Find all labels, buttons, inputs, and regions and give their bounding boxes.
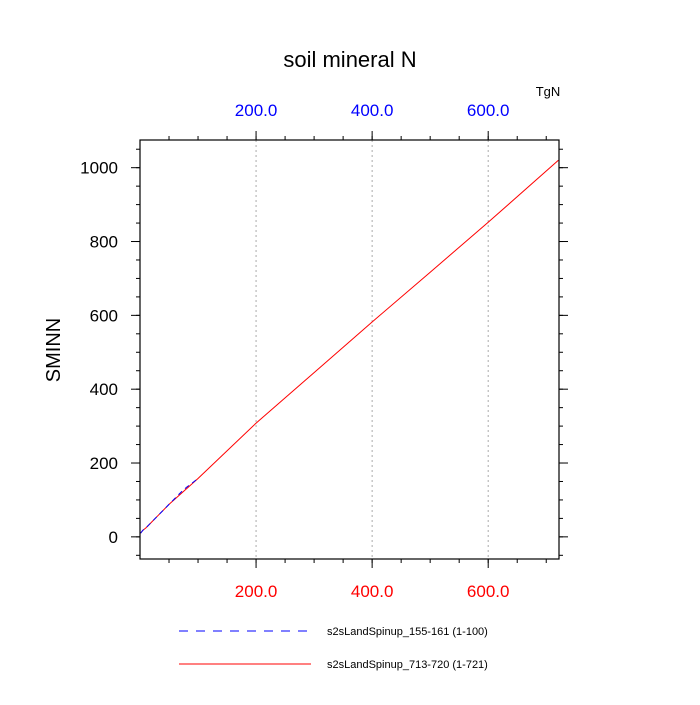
x-tick-label-bottom: 200.0: [235, 582, 278, 601]
y-tick-label: 600: [90, 306, 118, 325]
x-tick-label-top: 400.0: [351, 101, 394, 120]
units-label: TgN: [536, 84, 561, 99]
y-tick-label: 1000: [80, 159, 118, 178]
y-tick-label: 400: [90, 380, 118, 399]
series-line-2: [140, 159, 559, 534]
y-axis-label: SMINN: [43, 318, 65, 382]
series-layer: [140, 159, 559, 534]
label-layer: 200.0 200.0 400.0 400.0 600.0 600.0 0 200 400 600…: [80, 101, 509, 601]
series-line-1: [140, 478, 199, 534]
legend: s2sLandSpinup_155-161 (1-100) s2sLandSpin…: [179, 626, 488, 671]
grid-layer: [255, 140, 489, 559]
y-tick-label: 800: [90, 233, 118, 252]
y-tick-label: 0: [109, 528, 118, 547]
legend-label-2: s2sLandSpinup_713-720 (1-721): [327, 659, 488, 671]
chart-title: soil mineral N: [283, 47, 416, 72]
tick-layer: [131, 131, 568, 568]
x-tick-label-bottom: 400.0: [351, 582, 394, 601]
x-tick-label-top: 200.0: [235, 101, 278, 120]
y-tick-label: 200: [90, 454, 118, 473]
x-tick-label-top: 600.0: [467, 101, 510, 120]
x-tick-label-bottom: 600.0: [467, 582, 510, 601]
legend-label-1: s2sLandSpinup_155-161 (1-100): [327, 626, 488, 638]
plot-frame: [139, 139, 560, 560]
